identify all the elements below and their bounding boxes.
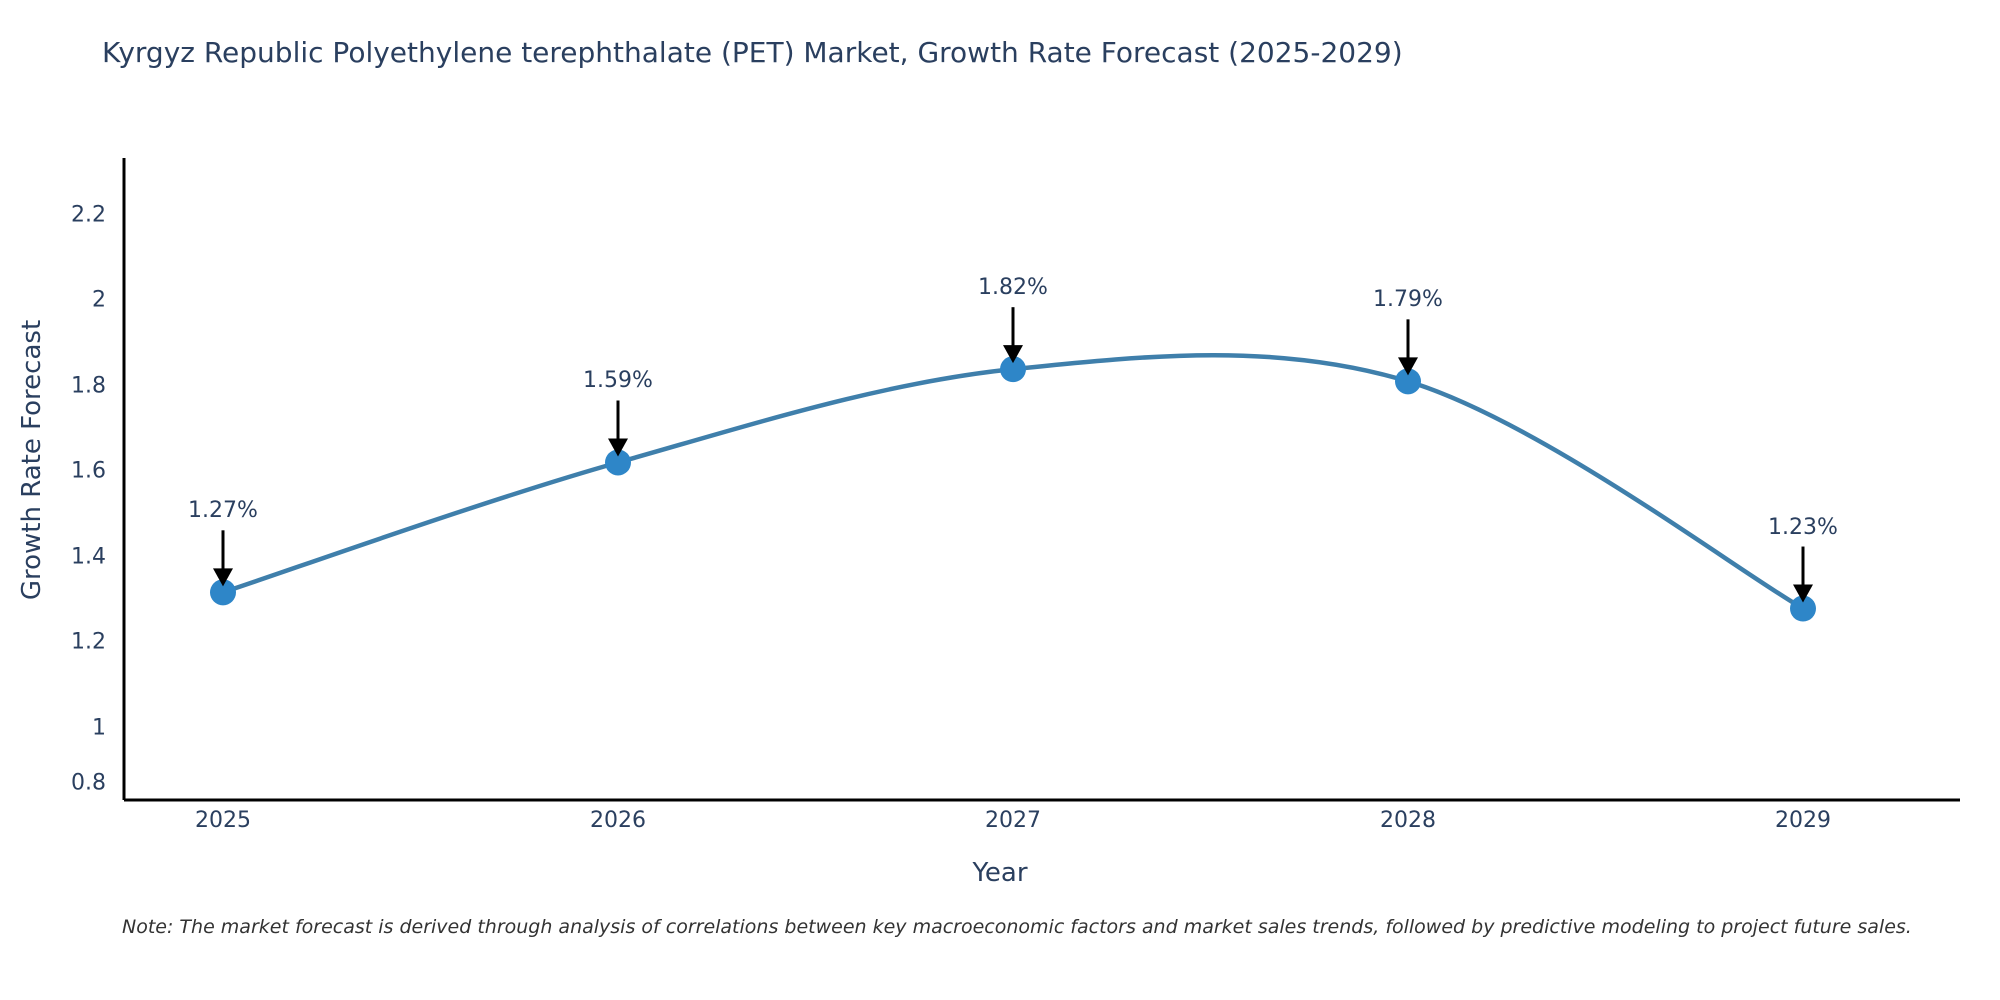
x-tick-label: 2026 <box>590 808 646 833</box>
annotation-arrow-head <box>608 438 628 457</box>
series-line <box>220 352 1806 611</box>
y-tick-label: 1 <box>92 715 106 741</box>
data-point-marker[interactable] <box>605 449 631 476</box>
data-point-marker[interactable] <box>1790 595 1816 622</box>
data-point-label: 1.82% <box>978 275 1048 301</box>
y-tick-label: 0.8 <box>71 770 106 796</box>
data-point-markers <box>210 356 1816 622</box>
y-tick-label: 1.8 <box>71 373 106 399</box>
annotation-arrow-head <box>1398 357 1418 376</box>
x-axis-title: Year <box>972 858 1028 888</box>
data-series-line <box>220 352 1806 611</box>
annotation-arrows <box>213 307 1813 603</box>
x-tick-label: 2029 <box>1775 808 1831 833</box>
y-axis-ticks: 2.2 2 1.8 1.6 1.4 1.2 1 0.8 <box>0 0 106 1000</box>
y-tick-label: 1.4 <box>71 544 106 570</box>
data-point-marker[interactable] <box>210 579 236 606</box>
y-tick-label: 2.2 <box>71 202 106 228</box>
annotation-arrow-head <box>1793 584 1813 603</box>
x-tick-label: 2028 <box>1380 808 1436 833</box>
x-tick-label: 2025 <box>195 808 251 833</box>
data-point-marker[interactable] <box>1000 356 1026 383</box>
y-tick-label: 1.2 <box>71 629 106 655</box>
data-point-label: 1.59% <box>583 368 653 394</box>
data-point-label: 1.79% <box>1373 287 1443 313</box>
y-tick-label: 1.6 <box>71 458 106 484</box>
annotation-arrow-head <box>213 568 233 587</box>
data-point-label: 1.27% <box>188 498 258 524</box>
x-tick-label: 2027 <box>985 808 1041 833</box>
chart-title: Kyrgyz Republic Polyethylene terephthala… <box>102 36 1403 69</box>
data-point-marker[interactable] <box>1395 368 1421 395</box>
y-tick-label: 2 <box>92 287 106 313</box>
data-point-label: 1.23% <box>1768 514 1838 540</box>
footnote: Note: The market forecast is derived thr… <box>122 916 1912 938</box>
annotation-arrow-head <box>1003 345 1023 364</box>
